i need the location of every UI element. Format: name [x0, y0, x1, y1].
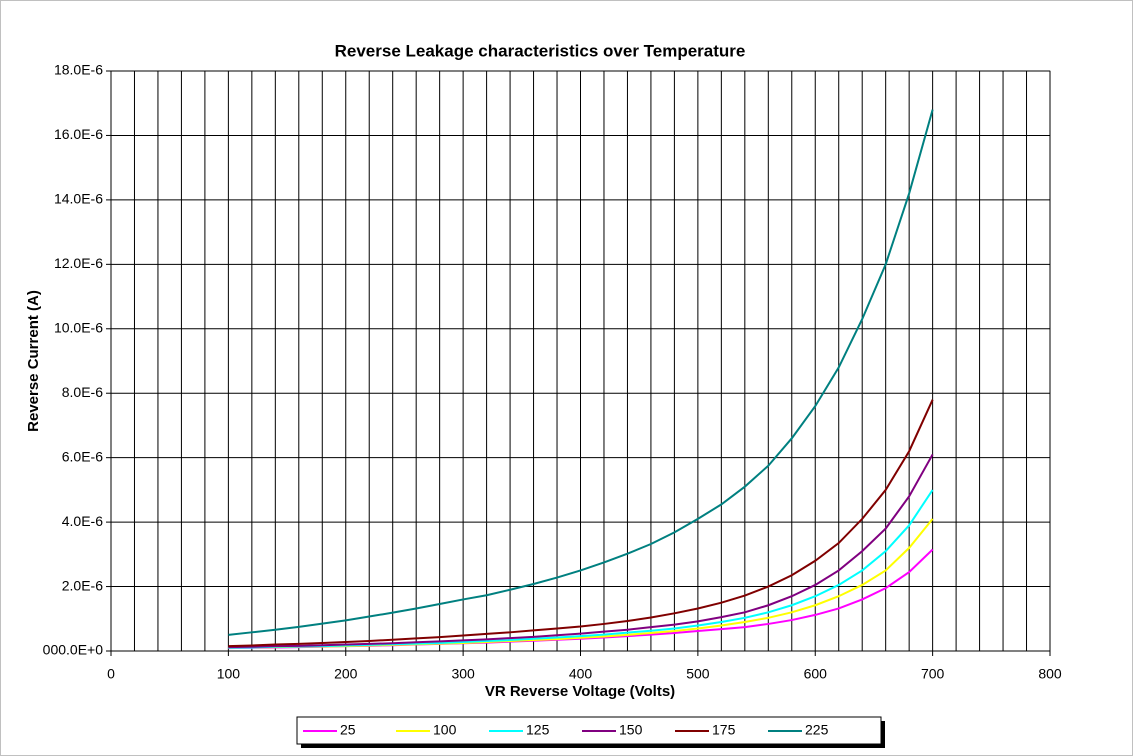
y-tick-label: 14.0E-6	[54, 191, 103, 207]
chart-title: Reverse Leakage characteristics over Tem…	[335, 41, 746, 60]
x-tick-label: 800	[1038, 666, 1062, 682]
x-tick-label: 0	[107, 666, 115, 682]
x-tick-label: 700	[921, 666, 945, 682]
series-line	[228, 399, 934, 648]
y-tick-label: 2.0E-6	[62, 577, 103, 593]
series-line	[228, 109, 934, 636]
x-axis-label: VR Reverse Voltage (Volts)	[485, 683, 675, 700]
x-tick-label: 200	[334, 666, 358, 682]
y-tick-label: 4.0E-6	[62, 513, 103, 529]
series-line	[228, 453, 934, 649]
legend-label: 175	[712, 722, 736, 738]
y-tick-label: 18.0E-6	[54, 62, 103, 78]
x-tick-label: 600	[804, 666, 828, 682]
y-axis-label: Reverse Current (A)	[25, 290, 42, 432]
x-tick-label: 400	[569, 666, 593, 682]
y-tick-label: 16.0E-6	[54, 126, 103, 142]
y-tick-label: 8.0E-6	[62, 384, 103, 400]
x-tick-label: 500	[686, 666, 710, 682]
legend-label: 150	[619, 722, 643, 738]
legend-label: 125	[526, 722, 550, 738]
x-tick-label: 300	[451, 666, 475, 682]
y-tick-label: 12.0E-6	[54, 255, 103, 271]
y-tick-label: 10.0E-6	[54, 319, 103, 335]
y-tick-label: 000.0E+0	[43, 642, 104, 658]
legend-label: 100	[433, 722, 457, 738]
legend-label: 225	[805, 722, 829, 738]
y-tick-label: 6.0E-6	[62, 448, 103, 464]
x-tick-label: 100	[217, 666, 241, 682]
legend-label: 25	[340, 722, 356, 738]
